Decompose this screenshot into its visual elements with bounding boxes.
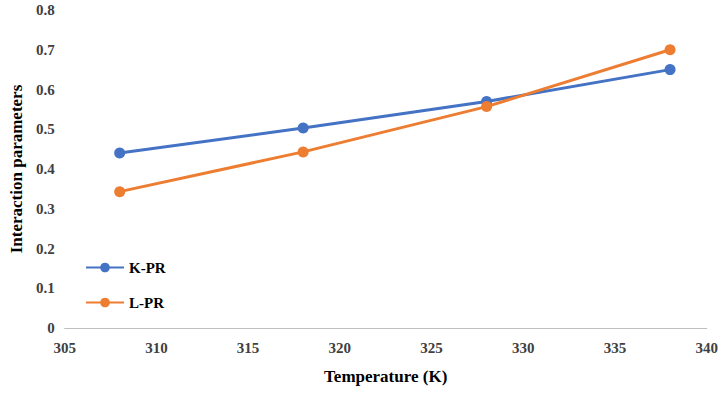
svg-text:0.8: 0.8 (36, 2, 55, 18)
svg-text:0.1: 0.1 (36, 280, 55, 296)
svg-text:L-PR: L-PR (129, 295, 164, 311)
svg-text:0: 0 (47, 320, 55, 336)
svg-text:340: 340 (696, 340, 719, 356)
svg-text:0.6: 0.6 (36, 82, 55, 98)
svg-text:0.7: 0.7 (36, 42, 55, 58)
svg-text:315: 315 (237, 340, 260, 356)
svg-text:335: 335 (604, 340, 627, 356)
svg-text:Interaction parameters: Interaction parameters (7, 84, 26, 253)
svg-text:0.2: 0.2 (36, 241, 55, 257)
svg-text:310: 310 (145, 340, 168, 356)
svg-text:320: 320 (329, 340, 352, 356)
svg-text:K-PR: K-PR (129, 260, 166, 276)
svg-text:0.5: 0.5 (36, 121, 55, 137)
svg-text:Temperature (K): Temperature (K) (324, 367, 447, 386)
svg-text:0.3: 0.3 (36, 201, 55, 217)
svg-text:330: 330 (512, 340, 535, 356)
svg-text:325: 325 (420, 340, 443, 356)
svg-text:0.4: 0.4 (36, 161, 55, 177)
svg-text:305: 305 (53, 340, 76, 356)
